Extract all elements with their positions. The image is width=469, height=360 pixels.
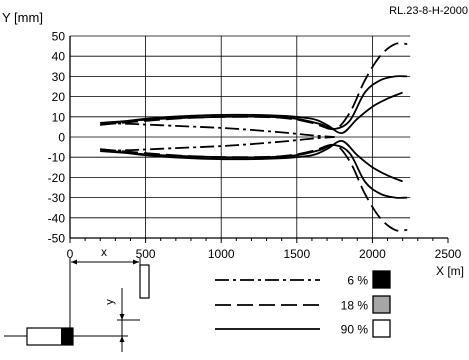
x-tick-label: 1500: [283, 247, 310, 261]
diagram-y-arrow-bottom: [119, 336, 125, 342]
series-curve: [100, 144, 408, 199]
series-curve: [100, 140, 403, 183]
legend-label: 6 %: [347, 274, 368, 288]
data-curves: [100, 42, 408, 232]
y-tick-label: 40: [52, 50, 66, 64]
y-tick-label: -20: [48, 171, 66, 185]
series-curve: [100, 42, 408, 131]
diagram-reflector: [139, 264, 150, 299]
series-curve: [100, 122, 335, 138]
diagram-x-arrow-left: [71, 259, 77, 265]
legend-swatch: [372, 270, 391, 289]
legend-swatch: [372, 319, 391, 338]
y-tick-label: 0: [58, 131, 65, 145]
series-curve: [100, 136, 335, 152]
series-curve: [100, 75, 408, 130]
y-tick-label: 20: [52, 90, 66, 104]
x-tick-label: 2000: [359, 247, 386, 261]
diagram-sensor-lens: [61, 328, 73, 345]
x-axis-label: X [m]: [436, 264, 464, 278]
y-tick-label: 10: [52, 110, 66, 124]
x-tick-label: 0: [67, 247, 74, 261]
sensor-diagram: x y: [4, 245, 150, 352]
series-curve: [100, 91, 403, 134]
y-axis-label: Y [mm]: [2, 10, 43, 25]
x-tick-label: 500: [136, 247, 156, 261]
chart-code-label: RL.23-8-H-2000: [389, 5, 468, 17]
legend-label: 90 %: [341, 323, 369, 337]
diagram-x-arrow-right: [133, 259, 139, 265]
legend-swatch: [372, 295, 391, 314]
y-tick-label: -40: [48, 211, 66, 225]
axes: [69, 36, 449, 243]
grid-lines: [69, 35, 411, 239]
series-curve: [100, 143, 408, 232]
legend-label: 18 %: [341, 299, 369, 313]
diagram-x-label: x: [101, 245, 107, 259]
legend: 6 % 18 % 90 %: [215, 270, 391, 338]
x-tick-label: 2500: [435, 247, 462, 261]
y-tick-label: -30: [48, 191, 66, 205]
y-tick-label: 50: [52, 30, 66, 44]
diagram-y-arrow-top: [119, 314, 125, 320]
x-tick-label: 1000: [208, 247, 235, 261]
diagram-y-label: y: [104, 299, 116, 305]
y-tick-label: -10: [48, 151, 66, 165]
y-tick-label: -50: [48, 232, 66, 246]
y-tick-label: 30: [52, 70, 66, 84]
